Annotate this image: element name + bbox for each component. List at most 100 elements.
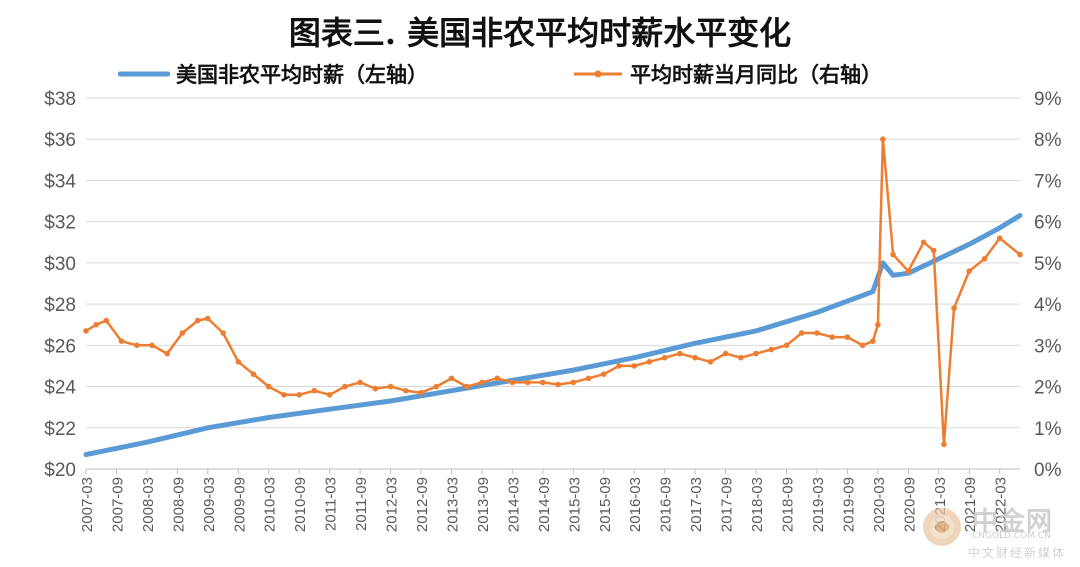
data-point-yoy-growth xyxy=(205,315,211,322)
watermark: 中金网 CNGOLD.COM.CN 中文财经新媒体 xyxy=(920,499,1070,560)
data-point-yoy-growth xyxy=(250,371,257,378)
data-point-yoy-growth xyxy=(220,330,226,336)
x-tick-label: 2008-09 xyxy=(170,477,187,532)
data-point-yoy-growth xyxy=(555,381,561,388)
x-tick-label: 2016-09 xyxy=(658,477,675,532)
data-point-yoy-growth xyxy=(996,235,1003,241)
data-point-yoy-growth xyxy=(134,342,140,349)
data-point-yoy-growth xyxy=(829,334,835,340)
data-point-yoy-growth xyxy=(692,354,698,361)
y-left-tick-label: $22 xyxy=(44,419,76,440)
y-right-tick-label: 6% xyxy=(1034,213,1062,234)
data-point-yoy-growth xyxy=(494,375,501,382)
data-point-yoy-growth xyxy=(418,389,424,396)
x-tick-label: 2007-03 xyxy=(79,477,96,532)
data-point-yoy-growth xyxy=(326,392,333,398)
data-point-yoy-growth xyxy=(646,359,653,365)
data-point-yoy-growth xyxy=(296,392,303,398)
y-left-tick-label: $20 xyxy=(44,460,76,481)
y-right-tick-label: 8% xyxy=(1034,130,1062,151)
y-left-tick-label: $30 xyxy=(44,254,76,275)
x-tick-label: 2018-03 xyxy=(749,477,766,532)
y-right-tick-label: 1% xyxy=(1034,419,1062,440)
data-point-yoy-growth xyxy=(870,338,876,345)
x-tick-label: 2011-09 xyxy=(353,477,370,531)
data-point-yoy-growth xyxy=(783,342,790,349)
watermark-tagline: 中文财经新媒体 xyxy=(968,546,1067,560)
x-tick-label: 2017-03 xyxy=(688,477,705,532)
x-tick-label: 2012-09 xyxy=(414,477,431,532)
x-tick-label: 2013-03 xyxy=(444,477,461,532)
x-tick-label: 2007-09 xyxy=(109,477,126,532)
y-left-tick-label: $34 xyxy=(44,171,76,192)
y-right-tick-label: 2% xyxy=(1034,378,1062,399)
x-tick-label: 2020-03 xyxy=(871,477,888,532)
x-tick-label: 2012-03 xyxy=(384,477,401,532)
data-point-yoy-growth xyxy=(880,136,886,142)
data-point-yoy-growth xyxy=(149,342,155,349)
x-tick-label: 2021-09 xyxy=(962,477,979,532)
data-point-yoy-growth xyxy=(93,321,99,328)
y-left-tick-label: $38 xyxy=(44,89,76,110)
y-right-tick-label: 5% xyxy=(1034,254,1062,275)
data-point-yoy-growth xyxy=(616,363,622,369)
data-point-yoy-growth xyxy=(941,441,947,448)
data-point-yoy-growth xyxy=(479,379,485,386)
y-right-tick-label: 3% xyxy=(1034,336,1062,357)
data-point-yoy-growth xyxy=(372,385,379,392)
y-left-tick-label: $32 xyxy=(44,213,76,234)
legend-label: 平均时薪当月同比（右轴） xyxy=(630,62,882,87)
x-tick-label: 2013-09 xyxy=(475,477,492,532)
data-point-yoy-growth xyxy=(570,379,577,386)
data-point-yoy-growth xyxy=(403,387,409,394)
series-line-yoy-growth xyxy=(85,137,1021,446)
data-point-yoy-growth xyxy=(265,383,272,390)
data-point-yoy-growth xyxy=(753,350,759,357)
x-tick-label: 2009-03 xyxy=(201,477,218,532)
x-tick-label: 2018-09 xyxy=(780,477,797,532)
data-point-yoy-growth xyxy=(890,251,896,258)
legend-label: 美国非农平均时薪（左轴） xyxy=(176,62,428,87)
x-tick-label: 2020-09 xyxy=(901,477,918,532)
series-line-hourly-earnings xyxy=(83,213,1023,458)
y-left-tick-label: $36 xyxy=(44,130,76,151)
data-point-yoy-growth xyxy=(966,268,972,274)
data-point-yoy-growth xyxy=(875,321,881,328)
y-left-tick-label: $26 xyxy=(44,336,76,357)
y-right-tick-label: 9% xyxy=(1034,89,1062,110)
x-tick-label: 2008-03 xyxy=(140,477,157,532)
data-point-yoy-growth xyxy=(281,392,287,398)
data-point-yoy-growth xyxy=(387,383,394,390)
data-point-yoy-growth xyxy=(707,359,714,365)
data-point-yoy-growth xyxy=(798,330,805,336)
x-tick-label: 2010-09 xyxy=(292,477,309,532)
data-point-yoy-growth xyxy=(768,346,775,353)
watermark-logo-icon xyxy=(923,508,961,546)
data-point-yoy-growth xyxy=(601,371,607,378)
data-point-yoy-growth xyxy=(859,342,866,349)
data-point-yoy-growth xyxy=(83,328,89,334)
data-point-yoy-growth xyxy=(814,330,820,336)
y-right-tick-label: 4% xyxy=(1034,295,1062,316)
legend-item-yoy-growth: 平均时薪当月同比（右轴） xyxy=(572,58,882,90)
data-point-yoy-growth xyxy=(585,375,592,382)
x-tick-label: 2022-03 xyxy=(993,477,1010,532)
x-tick-label: 2016-03 xyxy=(627,477,644,532)
watermark-text: 中金网 xyxy=(972,507,1054,537)
x-tick-label: 2009-09 xyxy=(231,477,248,532)
data-point-yoy-growth xyxy=(118,338,125,345)
legend-marker-line-icon xyxy=(574,70,622,78)
data-point-yoy-growth xyxy=(463,383,470,390)
data-point-yoy-growth xyxy=(194,317,201,324)
data-point-yoy-growth xyxy=(738,354,744,361)
x-tick-label: 2017-09 xyxy=(719,477,736,532)
data-point-yoy-growth xyxy=(930,247,937,254)
y-right-tick-label: 0% xyxy=(1034,460,1062,481)
x-tick-label: 2015-03 xyxy=(566,477,583,532)
data-point-yoy-growth xyxy=(164,350,170,357)
x-tick-label: 2019-03 xyxy=(810,477,827,532)
data-point-yoy-growth xyxy=(951,305,957,312)
data-point-yoy-growth xyxy=(235,359,242,365)
legend-line-icon xyxy=(118,71,170,77)
y-left-tick-label: $28 xyxy=(44,295,76,316)
